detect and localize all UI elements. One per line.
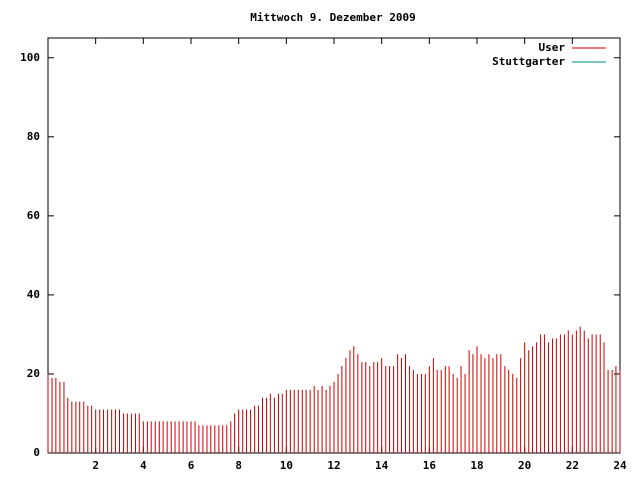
- legend-label: User: [539, 41, 566, 54]
- y-tick-label: 100: [20, 51, 40, 64]
- x-tick-label: 22: [566, 459, 579, 472]
- x-tick-label: 10: [280, 459, 293, 472]
- x-tick-label: 6: [188, 459, 195, 472]
- x-tick-label: 16: [423, 459, 437, 472]
- x-tick-label: 20: [518, 459, 531, 472]
- x-tick-label: 24: [613, 459, 627, 472]
- x-tick-label: 4: [140, 459, 147, 472]
- y-tick-label: 40: [27, 288, 40, 301]
- x-tick-label: 2: [92, 459, 99, 472]
- chart-title: Mittwoch 9. Dezember 2009: [250, 11, 416, 24]
- y-tick-label: 0: [33, 446, 40, 459]
- x-tick-label: 12: [327, 459, 340, 472]
- y-tick-label: 80: [27, 130, 40, 143]
- x-tick-label: 8: [235, 459, 242, 472]
- x-tick-label: 18: [470, 459, 483, 472]
- legend-label: Stuttgarter: [492, 55, 565, 68]
- x-tick-label: 14: [375, 459, 389, 472]
- y-tick-label: 20: [27, 367, 40, 380]
- y-tick-label: 60: [27, 209, 40, 222]
